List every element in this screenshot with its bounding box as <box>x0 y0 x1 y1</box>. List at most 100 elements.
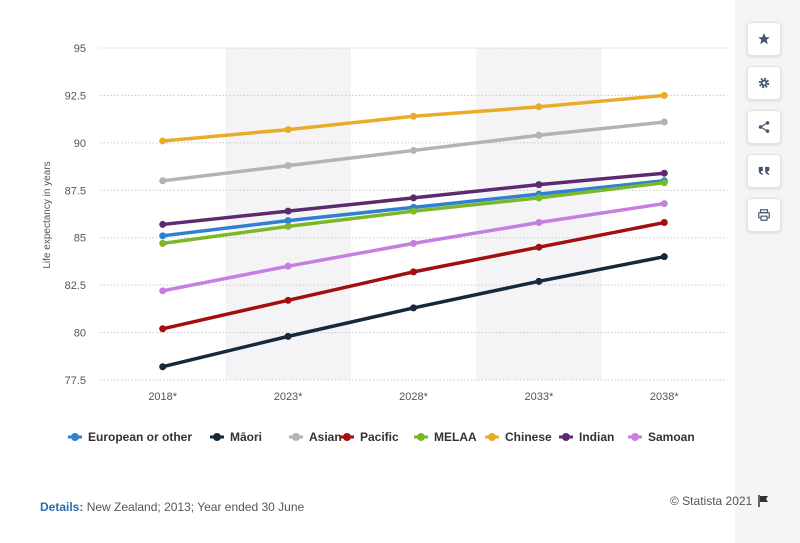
data-point[interactable] <box>535 219 543 227</box>
y-tick-label: 92.5 <box>65 90 86 102</box>
data-point[interactable] <box>284 217 292 225</box>
legend-item[interactable]: Indian <box>559 430 614 444</box>
legend-swatch-dot <box>343 433 351 441</box>
data-point[interactable] <box>535 194 543 202</box>
legend-item[interactable]: Asian <box>289 430 342 444</box>
data-point[interactable] <box>284 126 292 134</box>
column-band <box>476 48 602 380</box>
favorite-button[interactable] <box>747 22 781 56</box>
legend-item[interactable]: European or other <box>68 430 192 444</box>
series-samoan[interactable] <box>159 200 668 295</box>
line-chart: 77.5 80 82.5 85 87.5 90 92.5 95 2018* 2023* 2028*… <box>42 43 727 444</box>
y-tick-label: 95 <box>74 43 86 55</box>
legend-label: Pacific <box>360 430 399 444</box>
y-axis-ticks: 77.5 80 82.5 85 87.5 90 92.5 95 <box>65 43 86 387</box>
data-point[interactable] <box>410 112 417 120</box>
series-chinese[interactable] <box>159 91 668 145</box>
legend-swatch-dot <box>71 433 79 441</box>
legend-item[interactable]: MELAA <box>414 430 477 444</box>
x-tick-label: 2023* <box>274 391 303 403</box>
data-point[interactable] <box>535 181 543 189</box>
data-point[interactable] <box>660 200 668 208</box>
data-point[interactable] <box>535 243 543 251</box>
star-icon <box>758 33 770 45</box>
data-point[interactable] <box>660 253 668 261</box>
y-tick-label: 82.5 <box>65 280 86 292</box>
series-melaa[interactable] <box>159 179 668 247</box>
data-point[interactable] <box>284 162 292 170</box>
legend-label: Indian <box>579 430 614 444</box>
legend-swatch-dot <box>417 433 425 441</box>
print-button[interactable] <box>747 198 781 232</box>
data-point[interactable] <box>410 146 417 154</box>
legend-swatch-dot <box>213 433 221 441</box>
data-point[interactable] <box>410 239 417 247</box>
data-point[interactable] <box>159 325 167 333</box>
legend-item[interactable]: Chinese <box>485 430 552 444</box>
y-tick-label: 85 <box>74 233 86 245</box>
data-point[interactable] <box>410 194 417 202</box>
data-point[interactable] <box>410 268 417 276</box>
data-point[interactable] <box>535 277 543 285</box>
data-point[interactable] <box>284 222 292 230</box>
data-point[interactable] <box>159 363 167 371</box>
cite-button[interactable] <box>747 154 781 188</box>
details-label[interactable]: Details: <box>40 500 84 514</box>
series-pacific[interactable] <box>159 219 668 333</box>
quote-icon <box>758 166 770 176</box>
settings-button[interactable] <box>747 66 781 100</box>
series-m-ori[interactable] <box>159 253 668 371</box>
data-point[interactable] <box>660 91 668 99</box>
legend-item[interactable]: Pacific <box>340 430 399 444</box>
series-asian[interactable] <box>159 118 668 185</box>
x-axis-ticks: 2018* 2023* 2028* 2033* 2038* <box>148 391 679 403</box>
flag-icon <box>758 495 769 507</box>
data-point[interactable] <box>159 220 167 228</box>
data-point[interactable] <box>159 232 167 240</box>
legend-swatch-dot <box>488 433 496 441</box>
data-point[interactable] <box>660 169 668 177</box>
data-point[interactable] <box>660 179 668 187</box>
legend-swatch-dot <box>631 433 639 441</box>
data-point[interactable] <box>410 207 417 215</box>
data-point[interactable] <box>410 304 417 312</box>
chart-card: 77.5 80 82.5 85 87.5 90 92.5 95 2018* 2023* 2028*… <box>0 0 735 543</box>
data-point[interactable] <box>159 137 167 145</box>
legend-item[interactable]: Māori <box>210 430 262 444</box>
y-tick-label: 90 <box>74 138 86 150</box>
legend-label: Samoan <box>648 430 695 444</box>
data-point[interactable] <box>159 287 167 295</box>
legend-label: MELAA <box>434 430 477 444</box>
data-point[interactable] <box>284 332 292 340</box>
data-point[interactable] <box>535 131 543 139</box>
data-point[interactable] <box>660 118 668 126</box>
data-point[interactable] <box>159 177 167 185</box>
series-group <box>159 91 668 371</box>
y-tick-label: 77.5 <box>65 375 86 387</box>
grid-lines <box>100 47 727 381</box>
y-axis-title: Life expectancy in years <box>42 161 53 268</box>
x-tick-label: 2018* <box>148 391 177 403</box>
legend-swatch-dot <box>292 433 300 441</box>
legend[interactable]: European or other Māori Asian Pacific MELAA C… <box>68 430 695 444</box>
legend-item[interactable]: Samoan <box>628 430 695 444</box>
series-indian[interactable] <box>159 169 668 228</box>
x-tick-label: 2038* <box>650 391 679 403</box>
data-point[interactable] <box>284 296 292 304</box>
data-point[interactable] <box>535 103 543 111</box>
share-icon <box>758 121 770 133</box>
data-point[interactable] <box>159 239 167 247</box>
legend-label: Asian <box>309 430 342 444</box>
y-tick-label: 80 <box>74 328 86 340</box>
legend-label: European or other <box>88 430 192 444</box>
legend-label: Māori <box>230 430 262 444</box>
data-point[interactable] <box>660 219 668 227</box>
copyright-text: © Statista 2021 <box>670 494 753 508</box>
data-point[interactable] <box>284 262 292 270</box>
x-tick-label: 2033* <box>525 391 554 403</box>
toolbar <box>747 22 781 242</box>
copyright[interactable]: © Statista 2021 <box>670 494 769 508</box>
gear-icon <box>758 77 770 89</box>
data-point[interactable] <box>284 207 292 215</box>
share-button[interactable] <box>747 110 781 144</box>
